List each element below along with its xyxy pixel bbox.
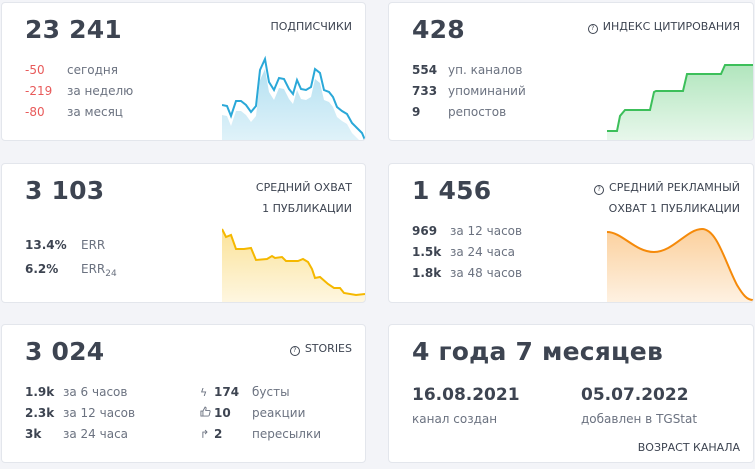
citation-index-label[interactable]: ? ИНДЕКС ЦИТИРОВАНИЯ bbox=[587, 16, 740, 37]
subscribers-label: ПОДПИСЧИКИ bbox=[270, 20, 352, 33]
citation-index-value: 428 bbox=[412, 15, 465, 44]
info-circle-icon[interactable]: ? bbox=[587, 24, 598, 34]
ad-reach-24h: 1.5k за 24 часа bbox=[412, 245, 516, 259]
ad-reach-12h: 969 за 12 часов bbox=[412, 224, 523, 238]
channel-age-label: ВОЗРАСТ КАНАЛА bbox=[637, 441, 740, 454]
average-reach-value: 3 103 bbox=[25, 176, 105, 205]
err-stats: 13.4% ERR 6.2% ERR24 bbox=[25, 233, 117, 281]
ad-reach-value: 1 456 bbox=[412, 176, 492, 205]
stat-reposts: 9 репостов bbox=[412, 105, 507, 119]
created-label: канал создан bbox=[412, 412, 498, 426]
err-row: 13.4% ERR bbox=[25, 238, 106, 252]
err24-row: 6.2% ERR24 bbox=[25, 262, 117, 279]
stories-reactions: 10 реакции bbox=[200, 403, 321, 424]
subscribers-count: 23 241 bbox=[25, 15, 122, 44]
stories-label[interactable]: ? STORIES bbox=[289, 338, 352, 359]
created-date: 16.08.2021 bbox=[412, 385, 520, 405]
change-month: -80 за месяц bbox=[25, 105, 123, 119]
stories-12h: 2.3k за 12 часов bbox=[25, 406, 136, 420]
ad-reach-stats: 969 за 12 часов 1.5k за 24 часа 1.8k за 48 … bbox=[412, 221, 522, 284]
added-label: добавлен в TGStat bbox=[581, 412, 698, 426]
subscribers-changes: -50 сегодня -219 за неделю -80 за месяц bbox=[25, 60, 133, 123]
added-date: 05.07.2022 bbox=[581, 385, 689, 405]
channel-age-value: 4 года 7 месяцев bbox=[412, 337, 663, 366]
stories-views: 1.9k за 6 часов 2.3k за 12 часов 3k за 24 ч… bbox=[25, 382, 135, 445]
forward-arrow-icon: ↱ bbox=[200, 428, 210, 441]
subscribers-sparkline bbox=[222, 55, 365, 140]
lightning-icon: ϟ bbox=[200, 386, 208, 399]
ad-reach-card[interactable]: 1 456 ? СРЕДНИЙ РЕКЛАМНЫЙ ОХВАТ 1 ПУБЛИКА… bbox=[388, 163, 754, 303]
ad-reach-48h: 1.8k за 48 часов bbox=[412, 266, 523, 280]
stories-24h: 3k за 24 часа bbox=[25, 427, 129, 441]
stat-channels: 554 уп. каналов bbox=[412, 63, 523, 77]
stories-forwards: ↱ 2 пересылки bbox=[200, 424, 321, 445]
citation-stats: 554 уп. каналов 733 упоминаний 9 репостов bbox=[412, 60, 526, 123]
subscribers-card[interactable]: 23 241 ПОДПИСЧИКИ -50 сегодня -219 за неде… bbox=[1, 2, 366, 141]
change-week: -219 за неделю bbox=[25, 84, 134, 98]
stories-boosts: ϟ 174 бусты bbox=[200, 382, 321, 403]
citation-index-card[interactable]: 428 ? ИНДЕКС ЦИТИРОВАНИЯ 554 уп. каналов 7… bbox=[388, 2, 754, 141]
average-reach-label: СРЕДНИЙ ОХВАТ 1 ПУБЛИКАЦИИ bbox=[255, 181, 352, 215]
ad-reach-label[interactable]: ? СРЕДНИЙ РЕКЛАМНЫЙ ОХВАТ 1 ПУБЛИКАЦИИ bbox=[594, 177, 740, 219]
citation-sparkline bbox=[607, 64, 753, 140]
stories-engagement: ϟ 174 бусты 10 реакции ↱ 2 пересылки bbox=[200, 382, 321, 445]
change-today: -50 сегодня bbox=[25, 63, 118, 77]
stories-6h: 1.9k за 6 часов bbox=[25, 385, 128, 399]
average-reach-card[interactable]: 3 103 СРЕДНИЙ ОХВАТ 1 ПУБЛИКАЦИИ 13.4% ER… bbox=[1, 163, 366, 303]
info-circle-icon[interactable]: ? bbox=[289, 346, 300, 356]
stories-value: 3 024 bbox=[25, 337, 105, 366]
stories-card[interactable]: 3 024 ? STORIES 1.9k за 6 часов 2.3k за 12 … bbox=[1, 324, 366, 463]
info-circle-icon[interactable]: ? bbox=[594, 185, 605, 195]
average-reach-sparkline bbox=[222, 228, 365, 302]
channel-age-card[interactable]: 4 года 7 месяцев 16.08.2021 канал создан… bbox=[388, 324, 754, 463]
stat-mentions: 733 упоминаний bbox=[412, 84, 526, 98]
ad-reach-sparkline bbox=[607, 227, 753, 302]
thumbs-up-icon bbox=[200, 403, 214, 424]
